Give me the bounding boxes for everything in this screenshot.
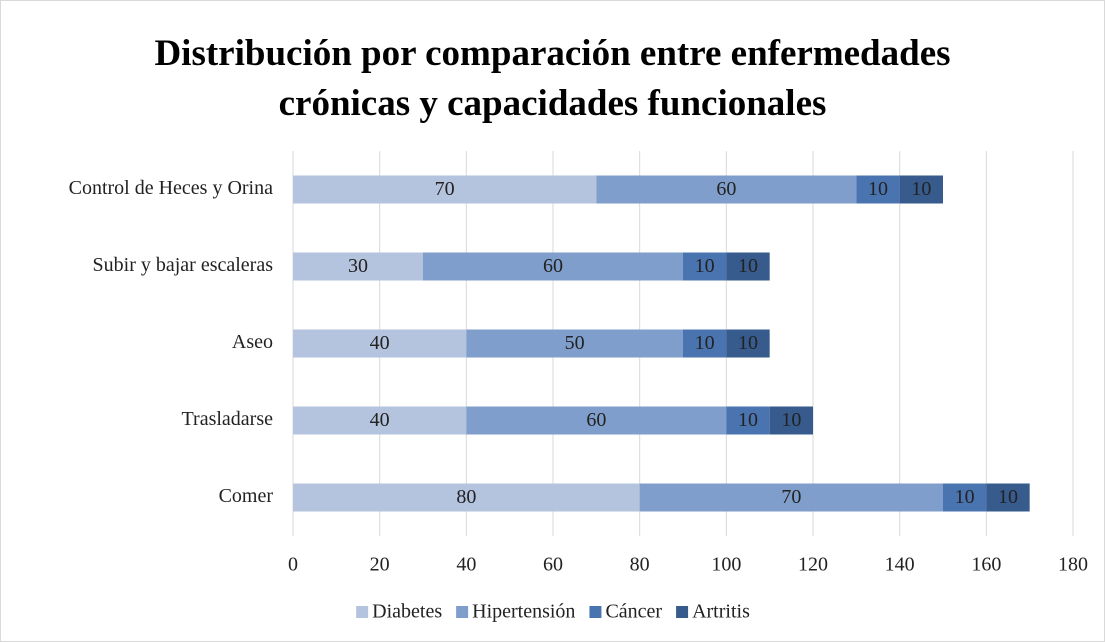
x-tick-label: 40 xyxy=(456,554,476,576)
x-tick-label: 160 xyxy=(971,554,1001,576)
x-tick-label: 120 xyxy=(798,554,828,576)
bar-segment xyxy=(466,406,727,435)
data-label: 10 xyxy=(781,409,801,431)
data-label: 60 xyxy=(716,178,736,200)
data-label: 10 xyxy=(695,255,715,277)
bar-segment xyxy=(943,483,987,512)
data-label: 50 xyxy=(565,332,585,354)
bar-segment xyxy=(293,329,467,358)
bar-segment xyxy=(293,483,640,512)
bar-segment xyxy=(899,175,943,204)
data-label: 10 xyxy=(998,486,1018,508)
legend-label: Artritis xyxy=(692,601,750,623)
bar-segment xyxy=(726,329,770,358)
data-label: 10 xyxy=(695,332,715,354)
bar-segment xyxy=(293,406,467,435)
bar-segment xyxy=(293,252,423,281)
bar-segment xyxy=(683,252,727,281)
data-label: 40 xyxy=(370,332,390,354)
y-tick-label: Comer xyxy=(219,485,274,507)
x-tick-label: 140 xyxy=(885,554,915,576)
data-label: 10 xyxy=(738,255,758,277)
data-label: 10 xyxy=(911,178,931,200)
x-tick-label: 180 xyxy=(1058,554,1088,576)
legend-label: Diabetes xyxy=(372,601,442,623)
x-tick-label: 0 xyxy=(288,554,298,576)
bar-segment xyxy=(769,406,813,435)
bar-segment xyxy=(726,252,770,281)
data-label: 60 xyxy=(586,409,606,431)
y-tick-label: Subir y bajar escaleras xyxy=(93,254,274,276)
data-label: 10 xyxy=(955,486,975,508)
bar-segment xyxy=(856,175,900,204)
y-tick-label: Trasladarse xyxy=(182,408,274,430)
bar-segment xyxy=(986,483,1030,512)
bar-segment xyxy=(423,252,683,281)
legend-label: Cáncer xyxy=(605,601,662,623)
x-tick-label: 80 xyxy=(630,554,650,576)
bar-segment xyxy=(639,483,943,512)
chart-title: Distribución por comparación entre enfer… xyxy=(154,33,951,124)
data-label: 10 xyxy=(738,332,758,354)
data-label: 40 xyxy=(370,409,390,431)
y-tick-label: Aseo xyxy=(232,331,273,353)
data-label: 80 xyxy=(456,486,476,508)
legend-swatch xyxy=(456,606,469,618)
bar-segment xyxy=(683,329,727,358)
data-label: 70 xyxy=(781,486,801,508)
x-tick-label: 20 xyxy=(370,554,390,576)
data-label: 30 xyxy=(348,255,368,277)
bar-segment xyxy=(596,175,857,204)
legend-label: Hipertensión xyxy=(472,601,575,623)
data-label: 10 xyxy=(868,178,888,200)
legend-swatch xyxy=(356,606,369,618)
bar-segment xyxy=(293,175,597,204)
bar-segment xyxy=(466,329,683,358)
x-tick-label: 100 xyxy=(711,554,741,576)
x-tick-label: 60 xyxy=(543,554,563,576)
bar-segment xyxy=(726,406,770,435)
y-tick-label: Control de Heces y Orina xyxy=(69,177,274,199)
legend-swatch xyxy=(589,606,602,618)
data-label: 10 xyxy=(738,409,758,431)
data-label: 60 xyxy=(543,255,563,277)
data-label: 70 xyxy=(435,178,455,200)
legend-swatch xyxy=(676,606,689,618)
